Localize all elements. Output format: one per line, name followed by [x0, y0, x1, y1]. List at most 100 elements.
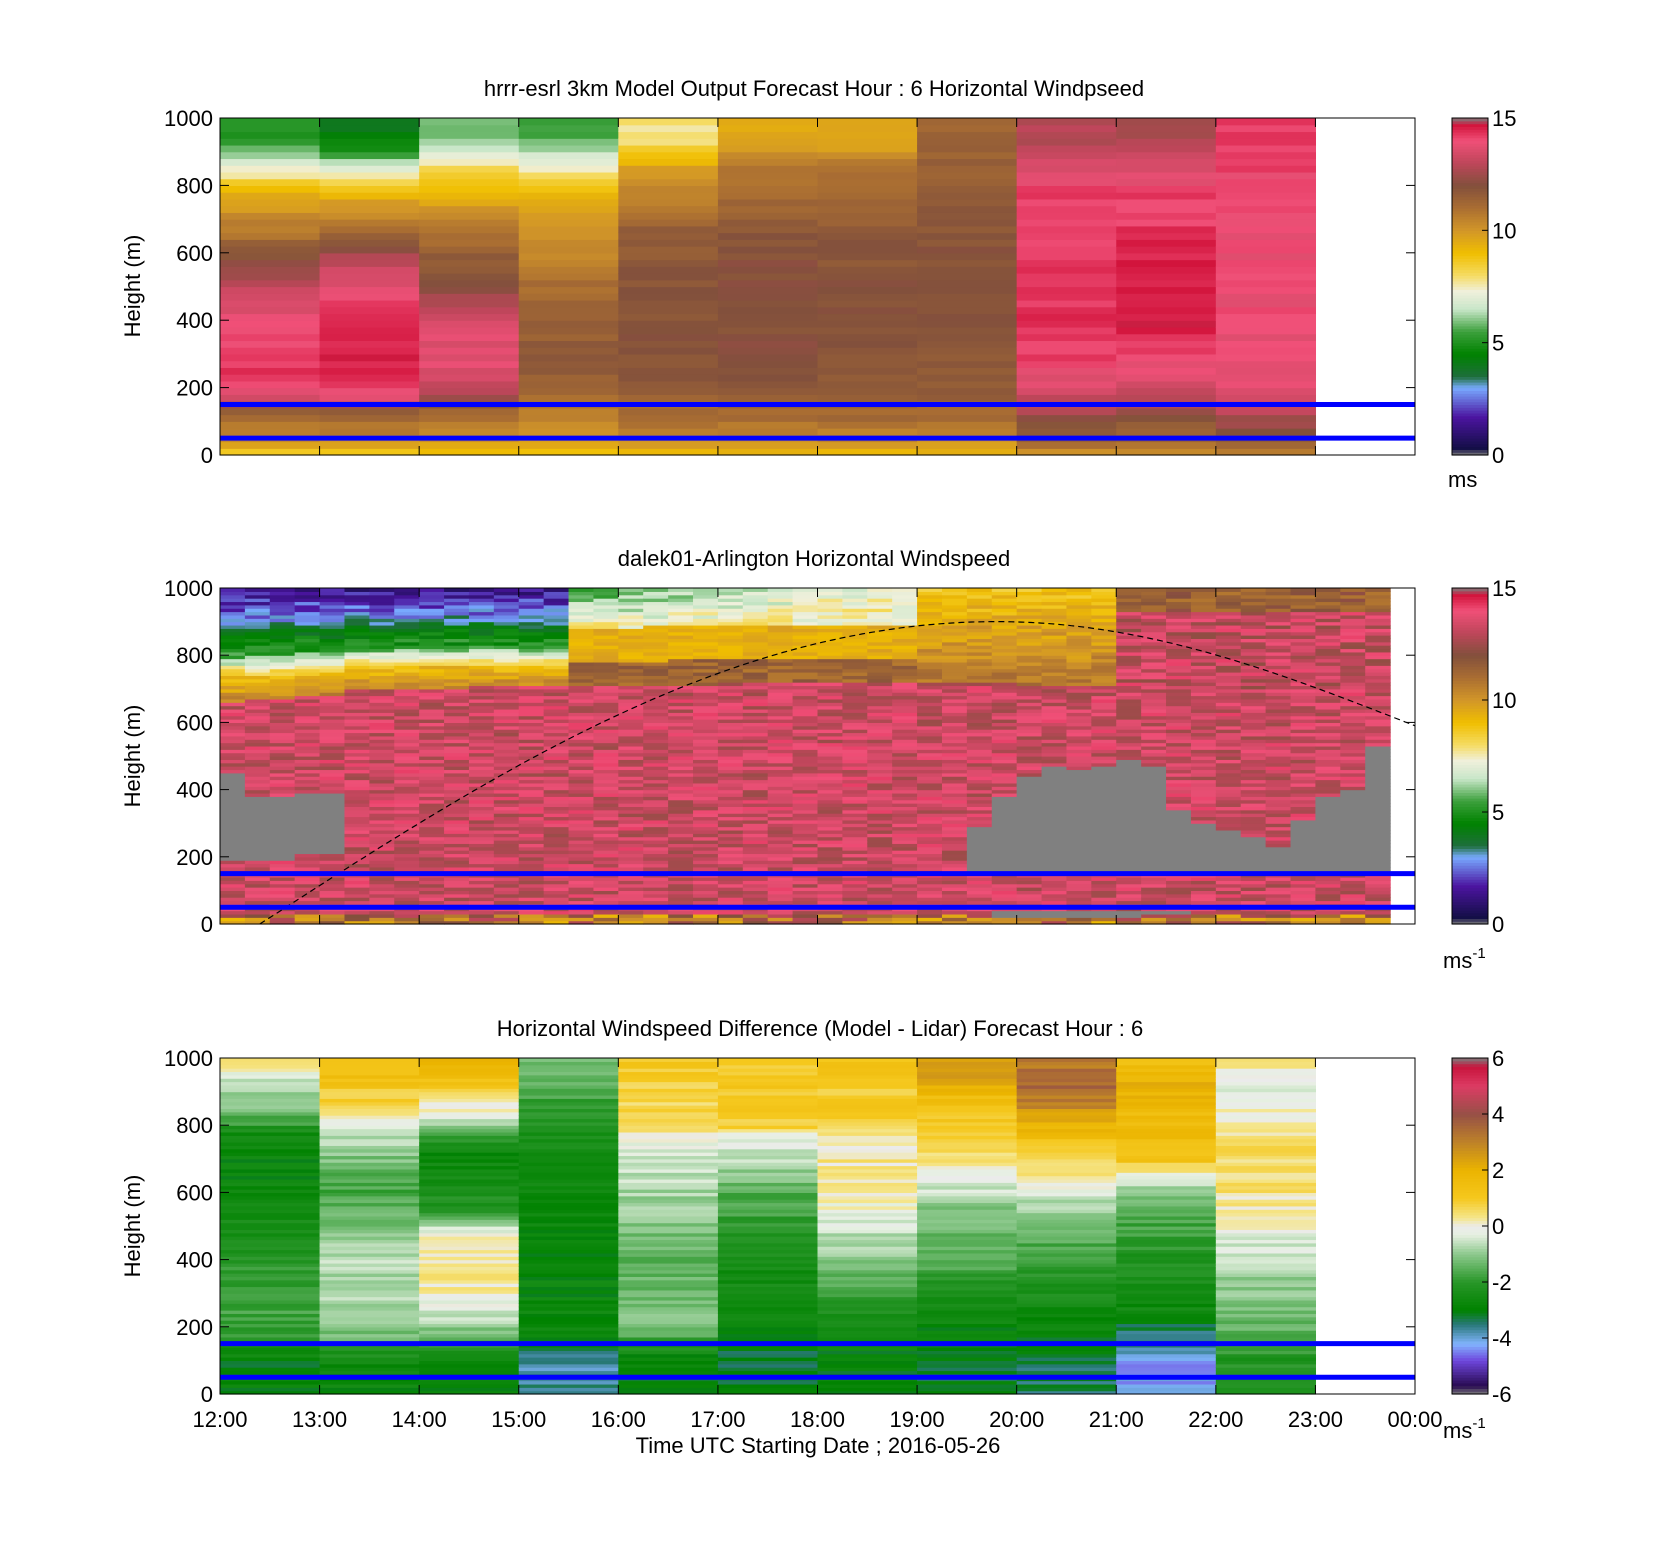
heatmap-cell: [1091, 782, 1117, 787]
colorbar-segment: [1452, 230, 1488, 234]
heatmap-cell: [693, 759, 719, 764]
heatmap-cell: [892, 897, 918, 902]
heatmap-cell: [1166, 598, 1192, 603]
heatmap-cell: [742, 796, 769, 801]
heatmap-cell: [1041, 792, 1068, 797]
heatmap-cell: [1265, 719, 1292, 723]
colorbar-segment: [1452, 362, 1488, 366]
heatmap-cell: [867, 715, 893, 720]
heatmap-cell: [817, 796, 843, 801]
heatmap-cell: [394, 708, 420, 713]
heatmap-cell: [369, 809, 395, 814]
heatmap-cell: [468, 856, 495, 861]
heatmap-cell: [1041, 890, 1068, 895]
heatmap-cell: [518, 604, 545, 609]
heatmap-cell: [1240, 712, 1267, 717]
heatmap-cell: [892, 611, 918, 616]
heatmap-cell: [1141, 782, 1167, 787]
heatmap-cell: [1066, 651, 1092, 656]
heatmap-cell: [1116, 732, 1142, 737]
heatmap-cell: [593, 682, 619, 687]
heatmap-cell: [717, 719, 744, 723]
heatmap-cell: [842, 739, 868, 744]
heatmap-cell: [742, 675, 769, 680]
heatmap-cell: [643, 635, 669, 639]
heatmap-cell: [643, 588, 669, 592]
heatmap-cell: [1215, 756, 1242, 760]
heatmap-cell: [1240, 917, 1267, 922]
heatmap-cell: [892, 608, 918, 613]
heatmap-cell: [1116, 729, 1142, 734]
heatmap-cell: [867, 816, 893, 821]
heatmap-cell: [1166, 856, 1192, 861]
heatmap-cell: [817, 118, 918, 126]
heatmap-cell: [220, 705, 246, 710]
heatmap-cell: [767, 913, 794, 918]
heatmap-cell: [444, 624, 470, 629]
heatmap-cell: [1265, 900, 1292, 905]
heatmap-cell: [717, 698, 744, 703]
heatmap-cell: [1141, 789, 1167, 794]
heatmap-cell: [717, 833, 744, 838]
heatmap-cell: [468, 651, 495, 656]
heatmap-cell: [419, 171, 520, 180]
heatmap-cell: [792, 739, 819, 744]
heatmap-cell: [1190, 732, 1217, 737]
heatmap-cell: [817, 219, 918, 227]
heatmap-cell: [693, 782, 719, 787]
heatmap-cell: [220, 678, 246, 683]
heatmap-cell: [593, 695, 619, 700]
heatmap-cell: [1190, 618, 1217, 623]
heatmap-cell: [593, 735, 619, 740]
heatmap-cell: [1215, 729, 1242, 734]
heatmap-cell: [1166, 705, 1192, 710]
heatmap-cell: [991, 880, 1018, 885]
heatmap-cell: [941, 742, 968, 747]
heatmap-cell: [419, 742, 445, 747]
heatmap-cell: [892, 890, 918, 895]
heatmap-cell: [1215, 678, 1242, 683]
heatmap-cell: [767, 665, 794, 670]
heatmap-cell: [1116, 722, 1142, 727]
heatmap-cell: [1091, 776, 1117, 781]
heatmap-cell: [668, 692, 694, 697]
heatmap-cell: [792, 840, 819, 844]
heatmap-cell: [1166, 638, 1192, 643]
heatmap-cell: [543, 910, 570, 915]
heatmap-cell: [369, 789, 395, 794]
heatmap-cell: [1091, 598, 1117, 603]
heatmap-cell: [593, 608, 619, 613]
heatmap-cell: [767, 732, 794, 737]
heatmap-cell: [717, 786, 744, 791]
heatmap-cell: [493, 645, 520, 650]
heatmap-cell: [518, 826, 545, 831]
heatmap-cell: [518, 594, 545, 599]
heatmap-cell: [593, 628, 619, 633]
heatmap-cell: [1016, 712, 1043, 717]
heatmap-cell: [693, 672, 719, 676]
heatmap-cell: [892, 624, 918, 629]
heatmap-cell: [842, 685, 868, 690]
heatmap-cell: [693, 887, 719, 891]
heatmap-cell: [593, 893, 619, 898]
heatmap-cell: [220, 421, 321, 429]
heatmap-cell: [1116, 645, 1142, 650]
heatmap-cell: [717, 752, 744, 757]
heatmap-cell: [244, 792, 271, 797]
heatmap-cell: [1116, 621, 1142, 626]
heatmap-cell: [1016, 913, 1043, 918]
heatmap-cell: [917, 635, 943, 639]
heatmap-cell: [618, 762, 644, 767]
heatmap-cell: [1190, 890, 1217, 895]
heatmap-cell: [518, 688, 545, 693]
heatmap-cell: [1116, 725, 1142, 730]
heatmap-cell: [991, 883, 1018, 888]
heatmap-cell: [717, 658, 744, 663]
heatmap-cell: [468, 661, 495, 666]
heatmap-cell: [917, 692, 943, 697]
heatmap-cell: [493, 618, 520, 623]
heatmap-cell: [991, 766, 1018, 771]
heatmap-cell: [742, 708, 769, 713]
heatmap-cell: [817, 266, 918, 274]
heatmap-cell: [1066, 665, 1092, 670]
